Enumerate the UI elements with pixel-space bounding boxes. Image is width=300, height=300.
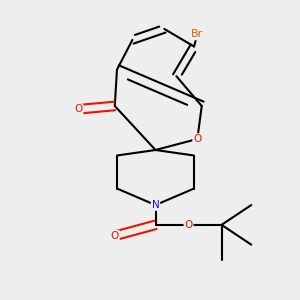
Text: Br: Br xyxy=(191,29,203,39)
Text: O: O xyxy=(184,220,193,230)
Text: N: N xyxy=(152,200,159,210)
Text: O: O xyxy=(193,134,202,144)
Text: O: O xyxy=(74,104,83,114)
Text: O: O xyxy=(111,231,119,241)
